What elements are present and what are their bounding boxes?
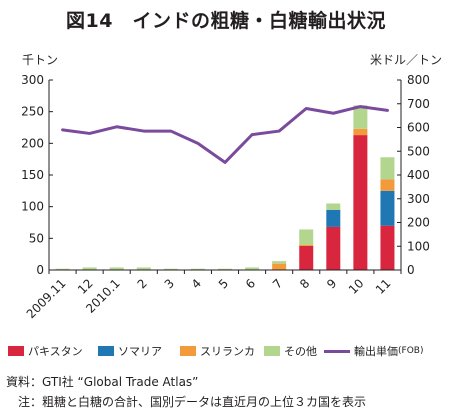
bar-somalia [380,190,395,226]
legend-swatch-somalia [98,346,114,356]
right-tick-label: 100 [407,239,430,253]
x-tick-label: 2 [135,276,150,291]
legend-label-price-suffix: (FOB) [398,346,424,356]
bar-srilanka [272,263,287,270]
bar-pakistan [299,245,314,270]
bar-pakistan [380,225,395,270]
left-tick-label: 300 [21,73,44,87]
left-tick-label: 0 [36,263,44,277]
bar-srilanka [353,128,368,136]
bar-other [326,203,341,210]
legend-label-pakistan: パキスタン [28,345,83,358]
legend: パキスタン ソマリア スリランカ その他 輸出単価 (FOB) [8,343,452,359]
bar-srilanka [299,244,314,246]
bar-other [109,267,124,270]
x-tick-label: 7 [270,276,285,291]
footnote: 注：粗糖と白糖の合計、国別データは直近月の上位３カ国を表示 [6,395,367,409]
x-tick-label: 11 [373,276,394,297]
legend-item-srilanka: スリランカ [180,343,255,359]
legend-label-other: その他 [284,345,317,358]
right-tick-label: 600 [407,121,430,135]
legend-item-pakistan: パキスタン [8,343,83,359]
left-tick-label: 250 [21,105,44,119]
bar-other [353,105,368,129]
x-tick-label: 3 [162,276,177,291]
legend-item-somalia: ソマリア [98,343,162,359]
bar-other [380,157,395,180]
right-tick-label: 0 [407,263,415,277]
right-tick-label: 400 [407,168,430,182]
axes-layer [48,79,402,274]
bar-other [163,268,178,270]
price-line-layer [61,105,389,164]
x-tick-label: 10 [346,276,367,297]
bar-other [82,267,97,270]
price-line [61,105,389,164]
x-tick-label: 5 [216,276,231,291]
right-axis-unit: 米ドル／トン [370,53,442,67]
x-tick-label: 2009.11 [24,276,69,321]
x-tick-label: 4 [189,276,204,291]
bar-other [218,268,232,270]
bar-pakistan [353,135,368,270]
left-tick-label: 50 [29,231,44,245]
bar-other [136,267,151,270]
source-note: 資料：GTI社 “Global Trade Atlas” [6,375,199,389]
right-tick-label: 800 [407,73,430,87]
legend-item-other: その他 [264,343,317,359]
left-tick-label: 100 [21,200,44,214]
legend-swatch-pakistan [8,346,24,356]
legend-label-price: 輸出単価 [354,345,398,358]
legend-swatch-price [324,349,350,353]
right-tick-label: 500 [407,144,430,158]
left-tick-label: 150 [21,168,44,182]
legend-swatch-srilanka [180,346,196,356]
notes: 資料：GTI社 “Global Trade Atlas” 注：粗糖と白糖の合計、… [6,372,366,412]
bars-layer [55,105,395,270]
legend-item-price: 輸出単価 (FOB) [324,343,423,359]
x-tick-label: 12 [75,276,96,297]
x-tick-label: 8 [297,276,312,291]
page-title: 図14 インドの粗糖・白糖輸出状況 [66,10,386,32]
legend-swatch-other [264,346,280,356]
left-axis-unit: 千トン [22,53,58,67]
bar-other [245,267,260,270]
tick-labels-layer: 0 50 100 150 200 250 300 0 100 200 300 400 500 600 700… [21,73,430,321]
x-tick-label: 9 [324,276,339,291]
right-tick-label: 300 [407,192,430,206]
legend-label-srilanka: スリランカ [200,345,255,358]
right-tick-label: 200 [407,216,430,230]
bar-other [272,261,287,264]
bar-pakistan [326,226,341,270]
bar-other [55,268,70,270]
x-tick-label: 6 [243,276,258,291]
bar-other [299,229,314,245]
left-tick-label: 200 [21,136,44,150]
bar-somalia [326,209,341,227]
legend-label-somalia: ソマリア [118,345,162,358]
bar-srilanka [380,179,395,191]
right-tick-label: 700 [407,97,430,111]
bar-other [190,268,205,270]
